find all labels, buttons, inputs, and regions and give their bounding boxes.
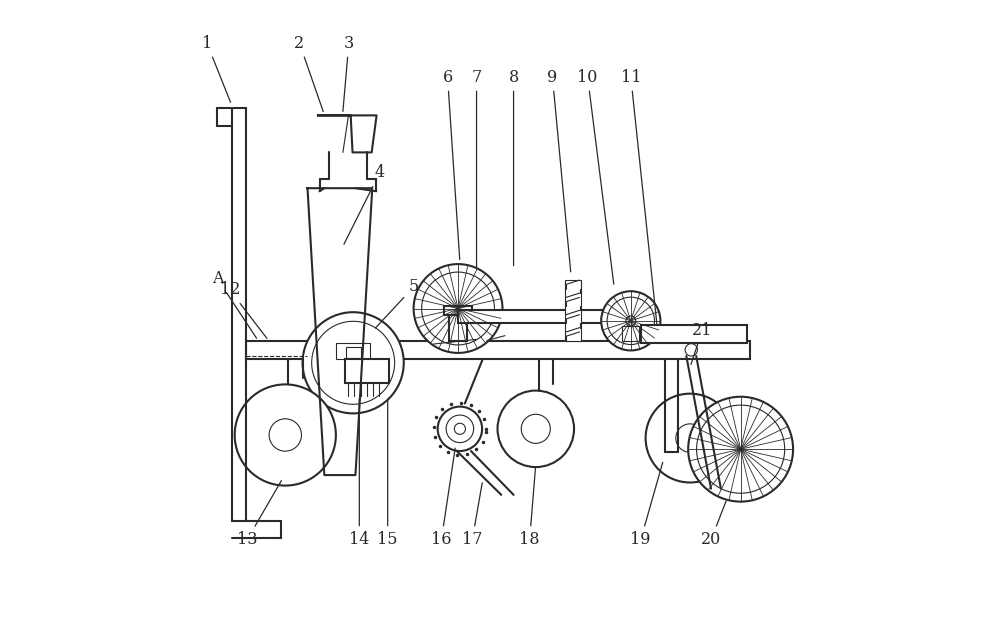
Text: 19: 19 <box>630 462 663 549</box>
Bar <box>336 343 370 359</box>
Bar <box>458 310 642 323</box>
Text: 4: 4 <box>344 164 385 244</box>
Text: 18: 18 <box>519 466 540 549</box>
Circle shape <box>685 344 697 356</box>
Bar <box>449 308 467 341</box>
Bar <box>444 306 472 315</box>
Circle shape <box>454 423 465 434</box>
Text: 9: 9 <box>547 68 571 272</box>
Circle shape <box>269 419 301 451</box>
Bar <box>346 347 361 358</box>
Text: 17: 17 <box>462 482 482 549</box>
Text: 16: 16 <box>431 448 455 549</box>
Text: 11: 11 <box>621 68 657 326</box>
Circle shape <box>626 316 636 326</box>
Text: 12: 12 <box>220 281 267 338</box>
Text: 15: 15 <box>377 399 398 549</box>
Circle shape <box>601 291 660 350</box>
Bar <box>565 280 581 341</box>
Text: A: A <box>212 270 257 338</box>
Circle shape <box>688 397 793 502</box>
Text: 13: 13 <box>237 481 281 549</box>
Text: 7: 7 <box>471 68 482 269</box>
Bar <box>345 359 389 383</box>
Circle shape <box>422 272 494 345</box>
Circle shape <box>438 407 482 451</box>
Circle shape <box>676 424 704 452</box>
Text: 6: 6 <box>442 68 460 260</box>
Text: 20: 20 <box>701 501 726 549</box>
Bar <box>246 341 750 359</box>
Circle shape <box>607 297 654 344</box>
Bar <box>641 325 747 343</box>
Circle shape <box>697 405 785 493</box>
Bar <box>622 326 639 341</box>
Text: 2: 2 <box>294 35 323 112</box>
Text: 5: 5 <box>375 278 419 328</box>
Text: 1: 1 <box>202 35 231 102</box>
Text: 10: 10 <box>577 68 614 284</box>
Text: 8: 8 <box>508 68 519 265</box>
Text: 14: 14 <box>349 399 370 549</box>
Circle shape <box>312 321 395 404</box>
Circle shape <box>710 476 722 489</box>
Circle shape <box>446 415 474 442</box>
Text: 21: 21 <box>691 321 713 365</box>
Text: 3: 3 <box>343 35 354 112</box>
Circle shape <box>235 384 336 486</box>
Circle shape <box>646 394 734 482</box>
Circle shape <box>303 312 404 413</box>
Circle shape <box>498 391 574 467</box>
Circle shape <box>521 414 550 444</box>
Circle shape <box>414 264 502 353</box>
